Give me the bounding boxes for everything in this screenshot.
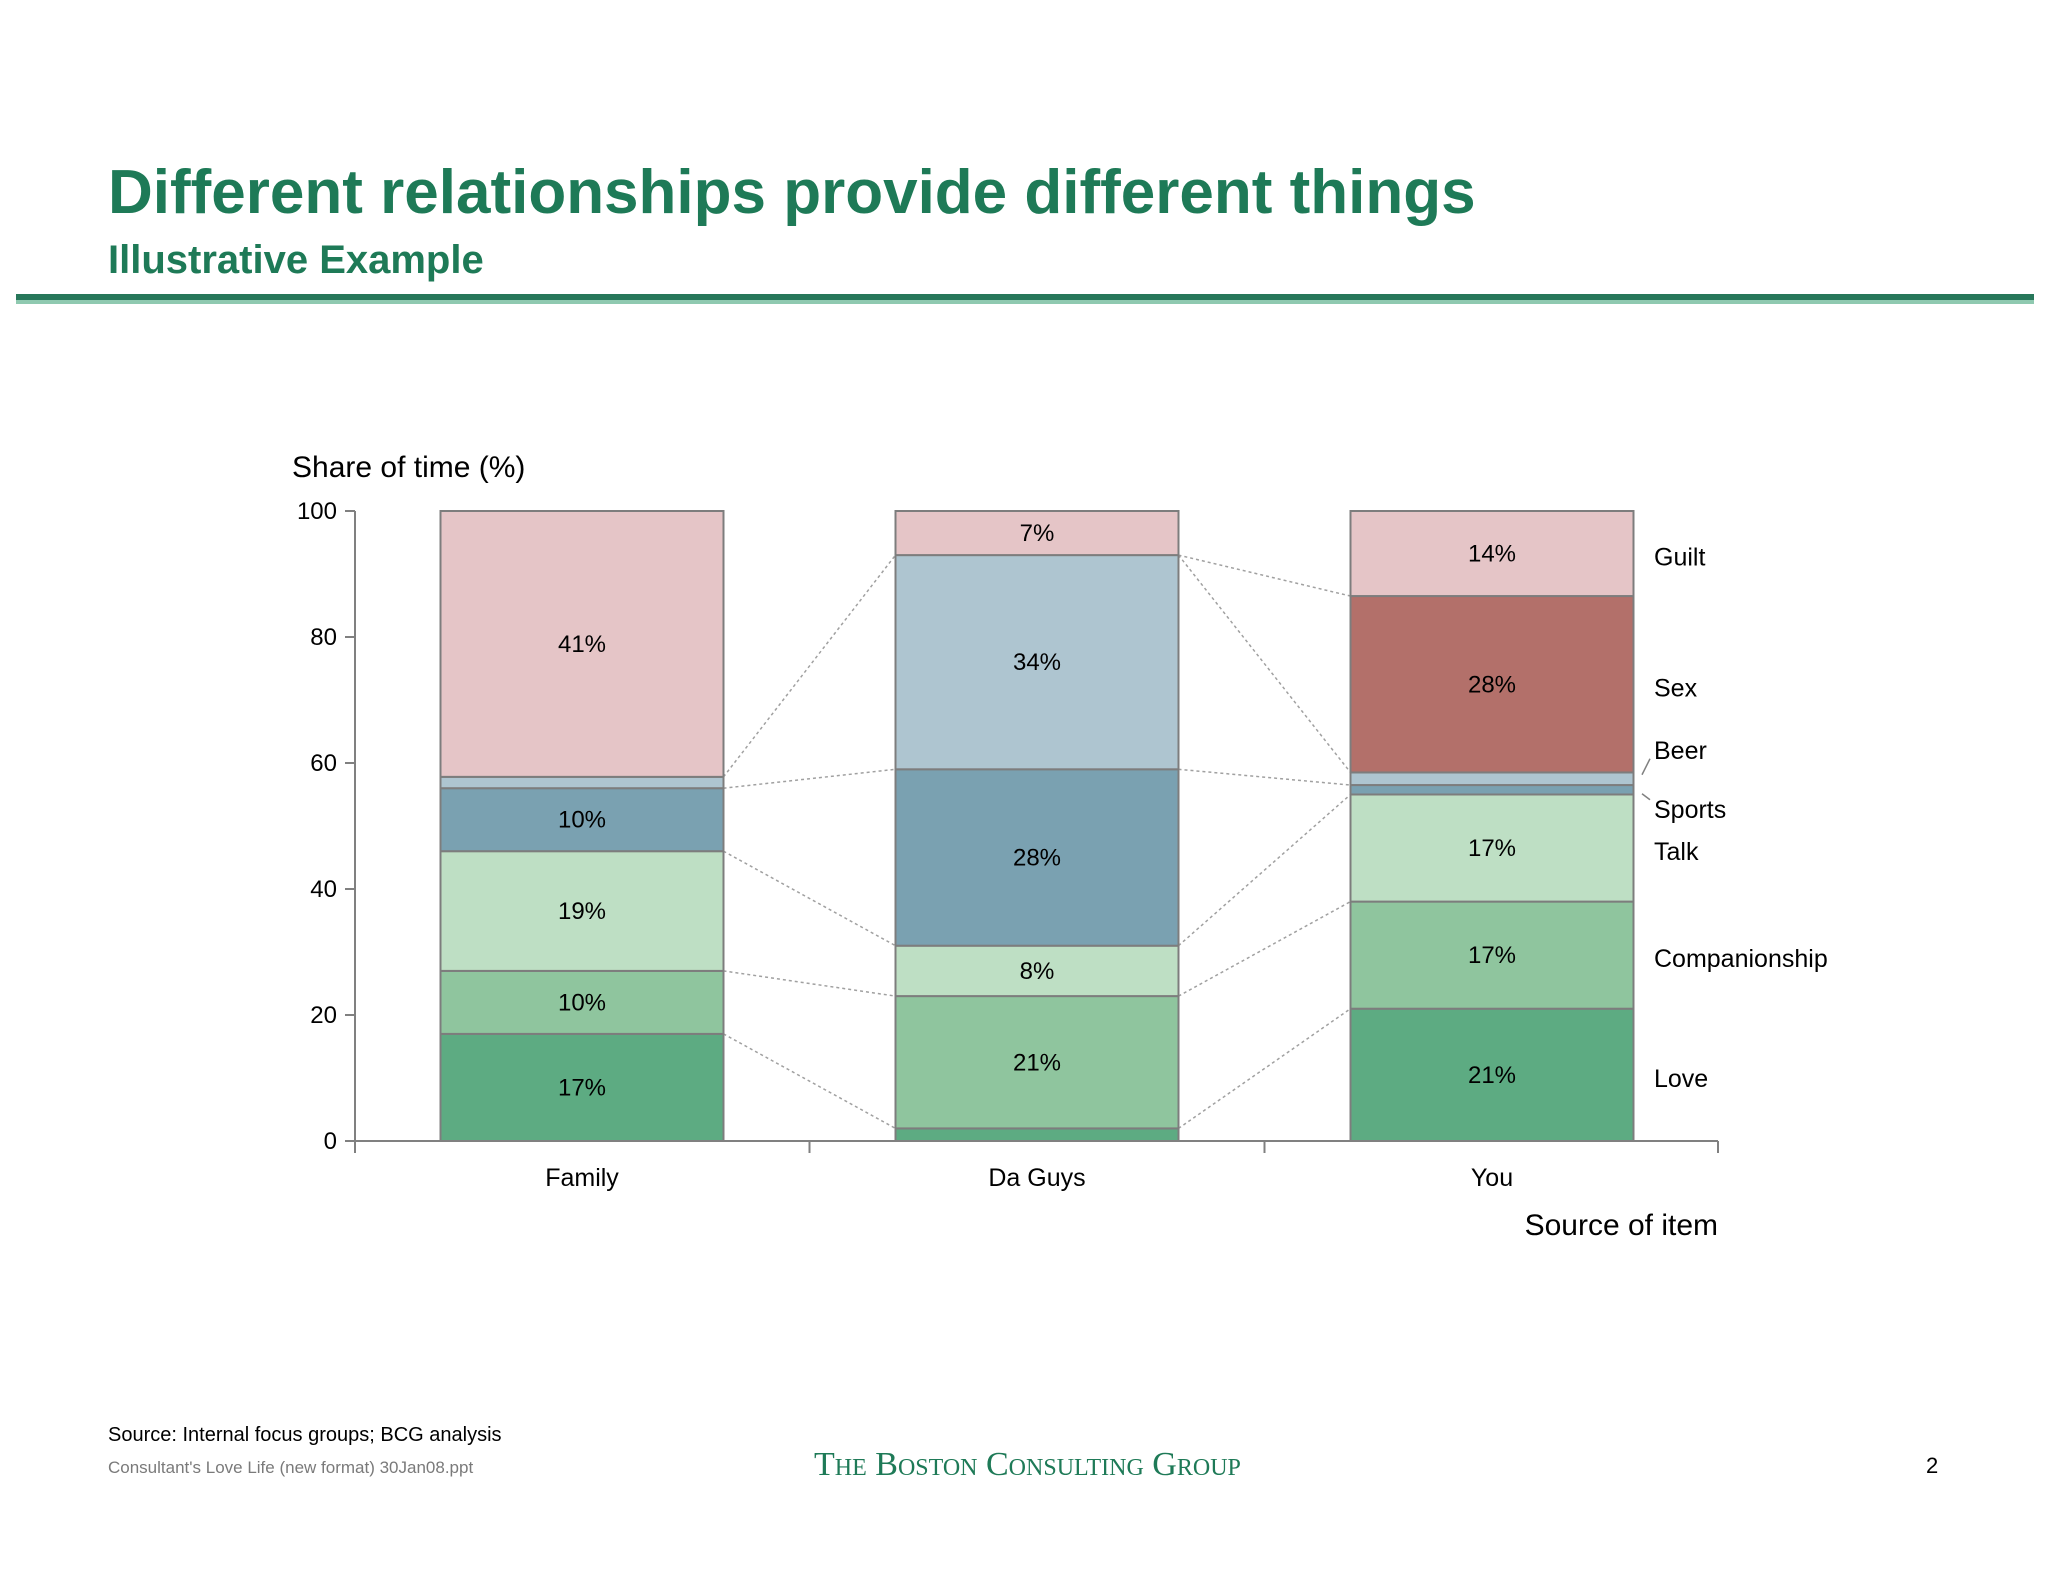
bar-segment-beer — [894, 554, 1180, 771]
data-label: 21% — [1013, 1049, 1061, 1076]
slide-subtitle: Illustrative Example — [108, 238, 484, 282]
connector-line — [1178, 554, 1351, 597]
connector-line — [722, 554, 897, 778]
bar-segment-talk — [1349, 793, 1635, 903]
x-tick-label: Da Guys — [988, 1164, 1085, 1192]
legend-label-companionship: Companionship — [1654, 945, 1828, 973]
data-label: 10% — [558, 807, 606, 834]
connector-line — [723, 1033, 896, 1130]
data-label: 14% — [1468, 541, 1516, 568]
connector-line — [723, 970, 896, 997]
x-axis-title: Source of item — [1525, 1209, 1718, 1242]
data-label: 28% — [1468, 671, 1516, 698]
bar-segment-guilt — [894, 510, 1180, 557]
legend-label-sports: Sports — [1654, 796, 1726, 824]
x-tick-label: Family — [545, 1164, 619, 1192]
bar-segment-companionship — [439, 969, 725, 1035]
bar-segment-beer — [1349, 771, 1635, 787]
y-tick-label: 0 — [324, 1128, 337, 1155]
legend-label-love: Love — [1654, 1065, 1708, 1093]
bar-segment-love — [894, 1127, 1180, 1143]
bar-segment-love — [1349, 1007, 1635, 1143]
file-name: Consultant's Love Life (new format) 30Ja… — [108, 1458, 474, 1477]
data-label: 17% — [1468, 942, 1516, 969]
y-tick-label: 100 — [297, 498, 337, 525]
data-label: 8% — [1020, 958, 1055, 985]
data-label: 34% — [1013, 649, 1061, 676]
title-divider — [16, 294, 2034, 300]
page-number: 2 — [1926, 1453, 1939, 1478]
data-label: 17% — [1468, 835, 1516, 862]
bar-segment-sports — [439, 787, 725, 853]
slide-title: Different relationships provide differen… — [108, 158, 1476, 227]
bar-segment-guilt — [1349, 510, 1635, 598]
legend-label-sex: Sex — [1654, 674, 1698, 702]
data-label: 10% — [558, 989, 606, 1016]
connector-line — [723, 768, 896, 789]
bar-segment-talk — [439, 850, 725, 972]
bar-segment-sex — [1349, 595, 1635, 774]
y-tick-label: 20 — [310, 1002, 337, 1029]
bar-segment-companionship — [1349, 900, 1635, 1010]
legend-label-guilt: Guilt — [1654, 544, 1705, 572]
x-tick-label: You — [1471, 1164, 1513, 1192]
connector-line — [1178, 793, 1351, 947]
title-divider-accent — [16, 300, 2034, 304]
bar-segment-sports — [1349, 784, 1635, 796]
data-label: 28% — [1013, 845, 1061, 872]
data-label: 19% — [558, 898, 606, 925]
bar-segment-sports — [894, 768, 1180, 947]
source-note: Source: Internal focus groups; BCG analy… — [108, 1424, 502, 1446]
y-tick-label: 60 — [310, 750, 337, 777]
bar-segment-beer — [439, 775, 725, 790]
data-label: 7% — [1020, 520, 1055, 547]
bar-segment-guilt — [439, 510, 725, 778]
bar-segment-love — [439, 1032, 725, 1143]
connector-line — [1178, 900, 1351, 997]
legend-label-talk: Talk — [1654, 838, 1699, 866]
connector-line — [1177, 554, 1352, 773]
connector-line — [1178, 768, 1351, 786]
bar-segment-companionship — [894, 995, 1180, 1130]
y-tick-label: 80 — [310, 624, 337, 651]
data-label: 21% — [1468, 1062, 1516, 1089]
data-label: 41% — [558, 631, 606, 658]
legend-leader-line — [1641, 793, 1651, 801]
y-axis-title: Share of time (%) — [292, 451, 525, 484]
legend-leader-line — [1641, 758, 1651, 776]
bcg-logo: The Boston Consulting Group — [814, 1446, 1241, 1483]
connector-line — [723, 850, 896, 947]
data-label: 17% — [558, 1074, 606, 1101]
y-tick-label: 40 — [310, 876, 337, 903]
connector-line — [1178, 1008, 1351, 1130]
legend-label-beer: Beer — [1654, 737, 1707, 765]
